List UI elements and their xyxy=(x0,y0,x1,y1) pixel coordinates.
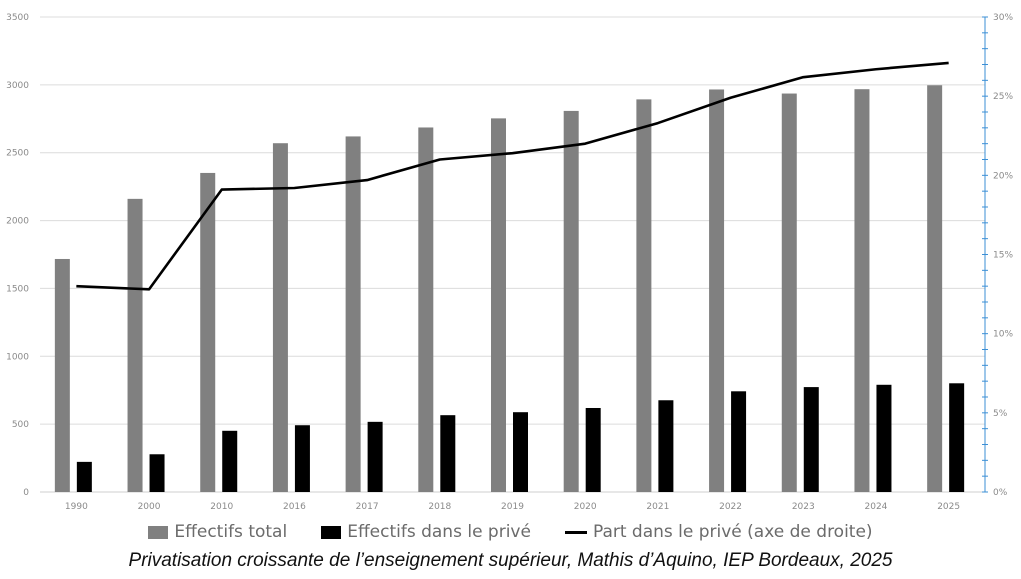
bar-prive xyxy=(149,454,165,492)
y-right-tick-label: 25% xyxy=(993,92,1013,102)
y-right-tick-label: 10% xyxy=(993,330,1013,340)
share-line xyxy=(76,61,949,291)
y-right-tick-label: 30% xyxy=(993,13,1013,23)
bar-total xyxy=(854,89,870,492)
bar-total xyxy=(200,172,216,492)
x-tick-label: 2017 xyxy=(356,502,379,512)
y-right-tick-label: 20% xyxy=(993,171,1013,181)
bar-total xyxy=(927,85,943,492)
y-left-tick-label: 0 xyxy=(23,488,29,498)
bar-prive xyxy=(803,387,819,492)
legend-label-total: Effectifs total xyxy=(174,522,288,542)
legend: Effectifs total Effectifs dans le privé … xyxy=(0,522,1021,542)
y-left-tick-label: 1000 xyxy=(6,352,29,362)
bar-prive xyxy=(585,407,601,492)
legend-swatch-part xyxy=(564,530,587,534)
bar-total xyxy=(345,136,361,492)
y-right-tick-label: 0% xyxy=(993,488,1008,498)
legend-swatch-total xyxy=(148,525,169,539)
x-tick-label: 2023 xyxy=(792,502,815,512)
bar-prive xyxy=(294,425,310,492)
y-right-tick-label: 5% xyxy=(993,409,1008,419)
y-right-tick-label: 15% xyxy=(993,251,1013,261)
bar-prive xyxy=(76,461,92,492)
x-tick-label: 2000 xyxy=(138,502,161,512)
chart-caption: Privatisation croissante de l’enseigneme… xyxy=(128,550,893,571)
legend-label-part: Part dans le privé (axe de droite) xyxy=(592,522,873,542)
gridlines xyxy=(40,16,985,493)
x-tick-label: 2021 xyxy=(646,502,669,512)
x-tick-label: 2020 xyxy=(574,502,597,512)
x-tick-label: 2025 xyxy=(937,502,960,512)
bar-prive xyxy=(658,400,674,492)
legend-label-prive: Effectifs dans le privé xyxy=(347,522,531,542)
legend-item-part: Part dans le privé (axe de droite) xyxy=(564,522,873,542)
bars xyxy=(54,85,965,493)
bar-total xyxy=(54,258,70,492)
y-left-tick-label: 2000 xyxy=(6,217,29,227)
x-tick-label: 2010 xyxy=(210,502,233,512)
bar-total xyxy=(127,198,143,492)
right-axis: 0% 5% 10% 15% 20% 25% 30% xyxy=(982,13,1013,498)
y-left-tick-label: 1500 xyxy=(6,284,29,294)
left-axis-ticks: 0 500 1000 1500 2000 2500 3000 3500 xyxy=(6,13,29,498)
bar-prive xyxy=(222,430,238,492)
bar-total xyxy=(709,89,725,492)
bar-prive xyxy=(731,391,747,492)
bar-prive xyxy=(949,383,965,492)
y-left-tick-label: 3500 xyxy=(6,13,29,23)
x-tick-label: 2024 xyxy=(865,502,888,512)
y-left-tick-label: 2500 xyxy=(6,149,29,159)
bar-total xyxy=(272,143,288,492)
bar-total xyxy=(636,99,652,492)
y-left-tick-label: 3000 xyxy=(6,81,29,91)
bar-total xyxy=(418,127,434,492)
legend-item-prive: Effectifs dans le privé xyxy=(321,522,531,542)
bar-total xyxy=(781,93,797,493)
y-left-tick-label: 500 xyxy=(12,420,29,430)
x-tick-label: 2016 xyxy=(283,502,306,512)
x-tick-label: 1990 xyxy=(65,502,88,512)
combo-chart: 0 500 1000 1500 2000 2500 3000 3500 0% 5% 10% 15% 2… xyxy=(6,13,1013,512)
bar-total xyxy=(491,118,506,492)
x-tick-label: 2019 xyxy=(501,502,524,512)
line-part-prive xyxy=(76,61,949,291)
legend-swatch-prive xyxy=(321,525,342,539)
x-tick-label: 2022 xyxy=(719,502,742,512)
legend-item-total: Effectifs total xyxy=(148,522,287,542)
bar-prive xyxy=(513,412,528,492)
x-axis-ticks: 1990 2000 2010 2016 2017 2018 2019 2020 2021 2022… xyxy=(65,502,960,512)
bar-total xyxy=(563,110,579,493)
bar-prive xyxy=(367,421,383,492)
bar-prive xyxy=(440,415,456,492)
x-tick-label: 2018 xyxy=(428,502,451,512)
bar-prive xyxy=(876,384,892,492)
